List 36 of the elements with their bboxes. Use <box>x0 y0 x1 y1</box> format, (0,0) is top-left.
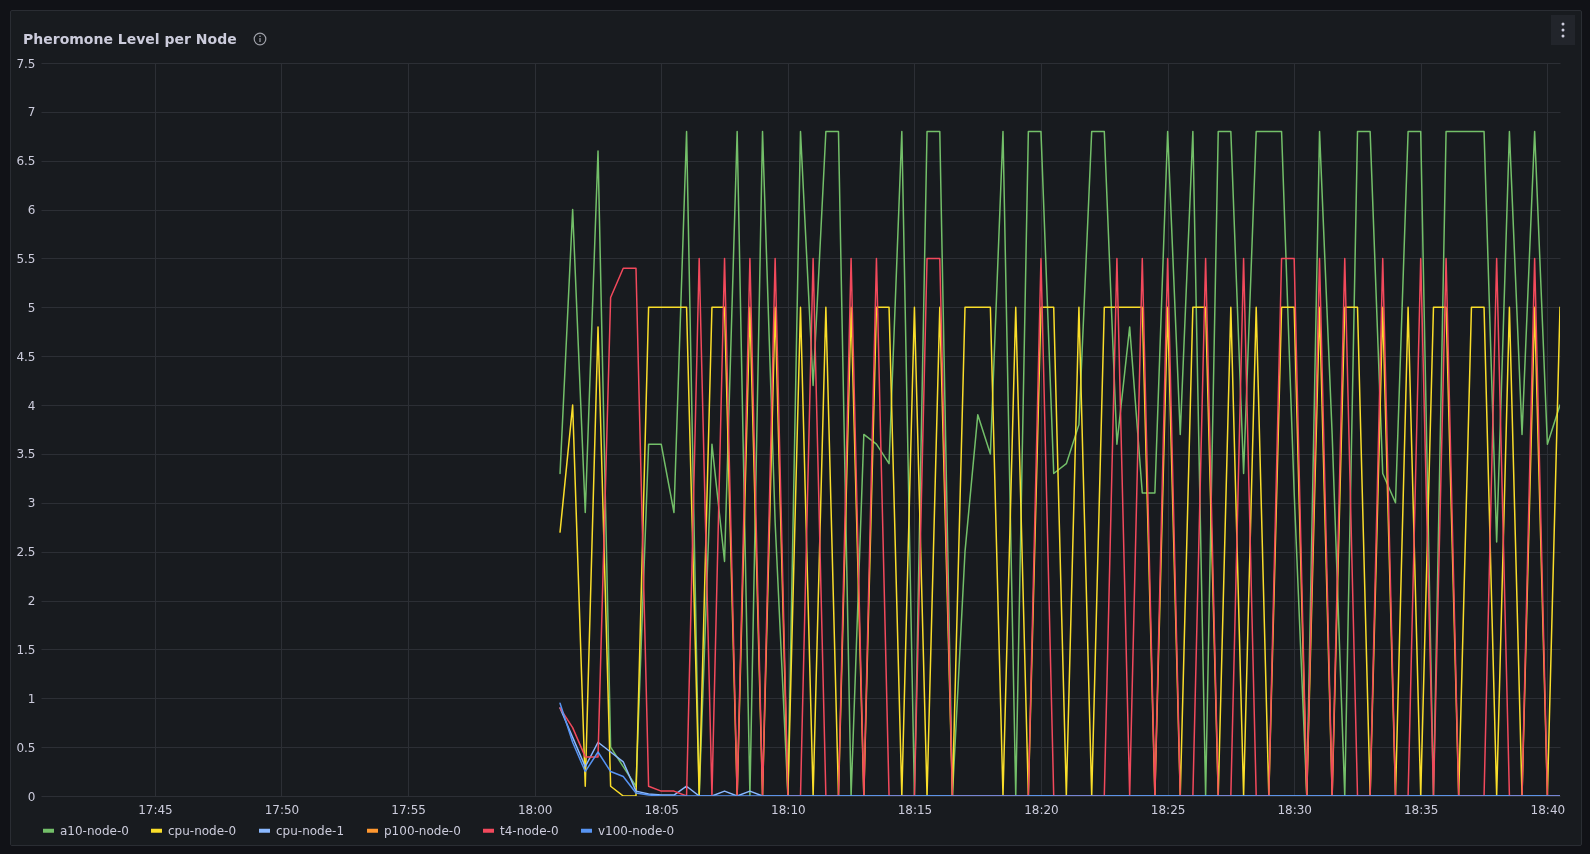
y-tick-label: 2.5 <box>16 545 36 560</box>
y-tick-label: 6.5 <box>16 154 36 169</box>
y-tick-label: 1 <box>27 691 36 706</box>
x-tick-label: 17:50 <box>264 802 300 817</box>
y-tick-label: 2 <box>27 594 36 609</box>
x-tick-label: 18:40 <box>1530 802 1566 817</box>
legend-label: p100-node-0 <box>384 823 461 838</box>
x-tick-label: 17:55 <box>391 802 426 817</box>
legend-label: a10-node-0 <box>60 823 129 838</box>
y-tick-label: 7.5 <box>16 56 36 71</box>
legend-label: t4-node-0 <box>500 823 559 838</box>
line-series <box>559 130 1560 796</box>
x-tick-label: 18:20 <box>1024 802 1059 817</box>
y-tick-label: 5 <box>27 300 36 315</box>
legend-label: cpu-node-0 <box>168 823 237 838</box>
x-tick-label: 18:00 <box>517 802 553 817</box>
y-tick-label: 0 <box>27 789 36 804</box>
x-tick-label: 18:05 <box>644 802 679 817</box>
y-tick-label: 1.5 <box>16 642 36 657</box>
y-tick-label: 3 <box>27 496 36 511</box>
y-tick-label: 0.5 <box>16 740 36 755</box>
y-tick-label: 4 <box>27 398 36 413</box>
y-tick-label: 7 <box>27 105 36 120</box>
y-tick-label: 3.5 <box>16 447 36 462</box>
chart-title: Pheromone Level per Node <box>23 31 237 47</box>
y-tick-label: 5.5 <box>16 251 36 266</box>
legend-label: v100-node-0 <box>598 823 675 838</box>
legend-label: cpu-node-1 <box>276 823 345 838</box>
y-tick-label: 4.5 <box>16 349 36 364</box>
x-tick-label: 18:25 <box>1150 802 1186 817</box>
x-tick-label: 18:10 <box>771 802 806 817</box>
x-tick-label: 18:30 <box>1277 802 1312 817</box>
x-tick-label: 18:35 <box>1403 802 1439 817</box>
x-tick-label: 18:15 <box>897 802 933 817</box>
y-tick-label: 6 <box>27 203 36 218</box>
x-tick-label: 17:45 <box>138 802 173 817</box>
